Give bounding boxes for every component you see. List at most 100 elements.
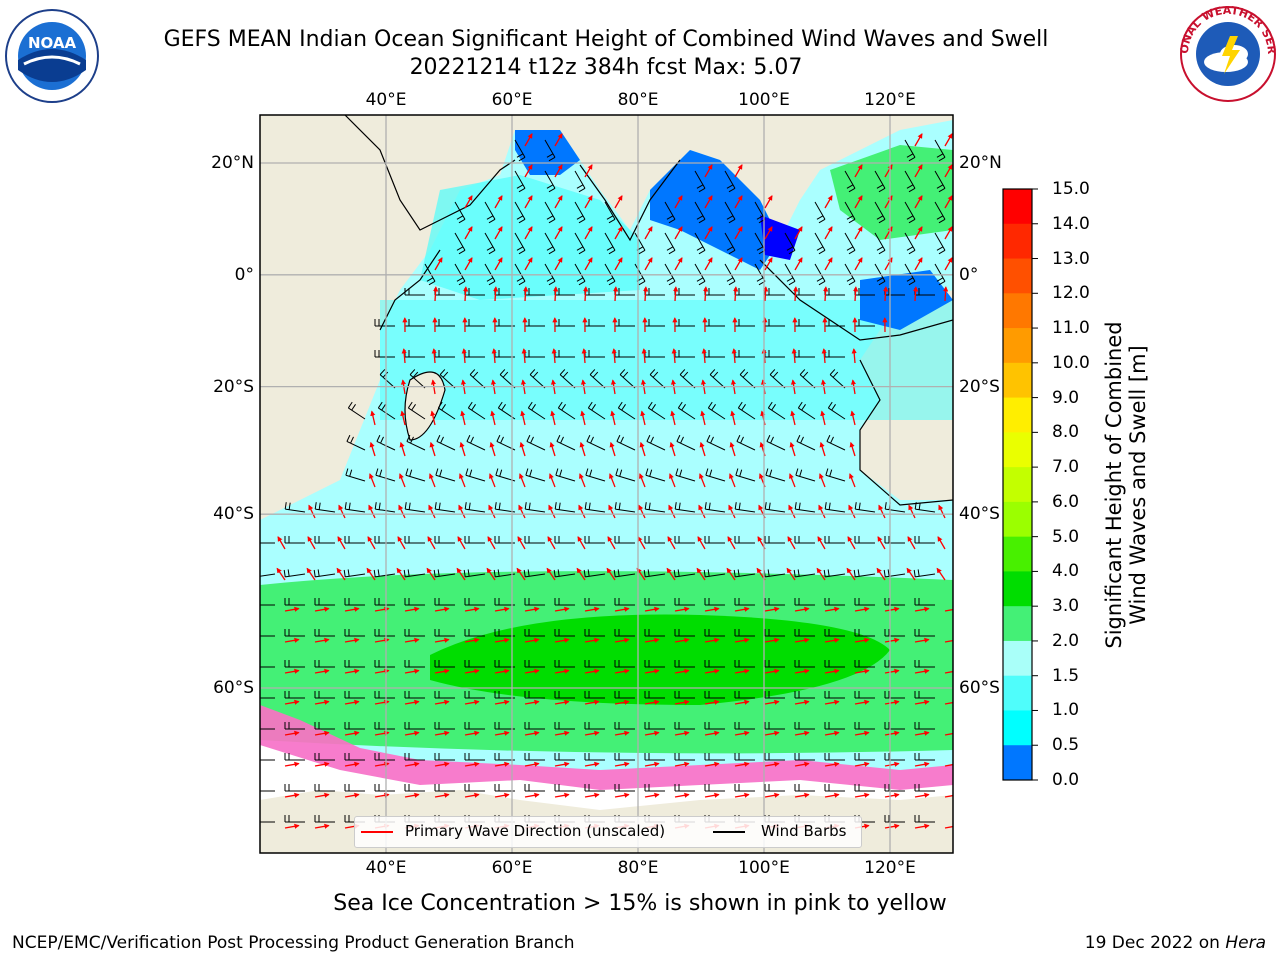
wave-direction-arrow [427,536,436,550]
wave-direction-arrow [284,823,300,829]
wind-barb [464,598,485,606]
wind-barb [884,784,905,792]
wind-barb [404,722,425,730]
wind-barb [914,598,935,606]
wave-direction-arrow [614,257,623,271]
wave-direction-arrow [610,410,616,426]
wave-direction-arrow [584,730,600,736]
wind-barb [524,660,545,668]
lon-label-top-1: 60°E [491,90,533,110]
wave-direction-arrow [404,699,420,705]
colorbar-swatch [1003,362,1032,399]
wind-barb [467,401,486,420]
wave-direction-arrow [824,792,840,798]
wave-direction-arrow [494,195,503,209]
wind-barb [604,201,616,224]
wind-barb [404,660,425,668]
wave-direction-arrow [584,226,593,240]
colorbar-tick-label: 8.0 [1052,422,1080,443]
wave-direction-arrow [700,410,706,426]
wind-barb [583,569,606,578]
wave-direction-arrow [344,699,360,705]
wind-barb [525,468,546,482]
swell-belt-4m [430,614,890,705]
wind-barb [677,401,696,420]
wind-barb [574,263,586,286]
wave-direction-arrow [671,348,677,364]
wave-direction-arrow [816,567,826,581]
maritime-low [860,270,953,330]
wind-barb [644,784,665,792]
wind-barb [874,201,886,224]
wind-barb [854,629,875,637]
wind-barb [434,722,455,730]
wind-barb [466,434,486,451]
wave-direction-arrow [944,794,953,798]
wind-barb [454,201,466,224]
wave-direction-arrow [554,668,570,674]
lat-label-right-3: 40°S [959,504,1000,525]
wave-direction-arrow [404,606,420,612]
wind-barb [824,660,845,668]
wind-barb [854,660,875,668]
wave-direction-arrow [643,286,649,302]
wind-barb [934,139,946,162]
wave-direction-arrow [764,699,780,705]
wave-direction-arrow [674,606,690,612]
wave-direction-arrow [644,606,660,612]
wind-barb [346,434,366,451]
wave-direction-arrow [789,441,796,457]
wind-barb [694,232,706,255]
wind-barb [554,535,576,544]
wind-barb [704,535,726,544]
wind-barb [614,502,636,513]
wave-direction-arrow [640,410,646,426]
wave-direction-arrow [734,761,750,767]
colorbar-tick-label: 0.0 [1052,770,1080,790]
wave-direction-arrow [884,606,900,612]
colorbar-tick-label: 12.0 [1052,283,1090,304]
wave-direction-arrow [639,473,646,488]
wind-barb [604,263,616,286]
wind-barb [434,660,455,668]
wind-barb [284,753,305,761]
wind-barb [764,722,785,730]
wave-direction-arrow [457,536,466,550]
map-title-line1: GEFS MEAN Indian Ocean Significant Heigh… [163,27,1049,52]
wave-direction-arrow [314,792,330,798]
coastline-india [579,159,681,242]
wind-barb [795,468,816,482]
wave-direction-arrow [458,504,466,519]
wind-barb [584,502,606,513]
wave-direction-arrow [434,637,450,643]
wave-direction-arrow [824,730,840,736]
wave-direction-arrow [726,567,736,581]
wind-barb [344,753,365,761]
wave-direction-arrow [850,410,856,426]
wave-direction-arrow [368,504,376,519]
wind-barb [884,722,905,730]
wind-barb [904,139,916,162]
wind-barb [260,635,275,637]
wave-direction-arrow [846,567,856,581]
colorbar-swatch [1003,571,1032,607]
wind-barb [674,722,695,730]
wind-barb [404,535,426,544]
wind-barb [436,434,456,451]
wind-barb [914,535,936,544]
wind-barb [854,535,876,544]
wave-direction-arrow [461,348,467,364]
colorbar-swatch [1003,606,1032,642]
wind-barb [914,722,935,730]
wind-barb [524,691,545,699]
wave-direction-arrow [914,606,930,612]
wind-barb [524,598,545,606]
wave-direction-arrow [489,473,496,488]
wave-direction-arrow [674,730,690,736]
wave-direction-arrow [284,606,300,612]
wind-barb [314,722,335,730]
colorbar-swatch [1003,501,1032,538]
wave-direction-arrow [344,730,360,736]
wave-direction-arrow [764,730,780,736]
wind-barb [314,629,335,637]
